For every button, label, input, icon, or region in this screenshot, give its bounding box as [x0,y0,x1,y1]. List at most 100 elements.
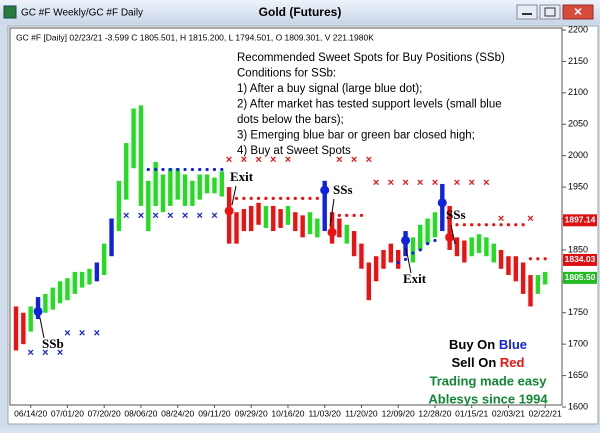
y-tick-label: 2050 [568,119,588,129]
y-tick-label: 1700 [568,339,588,349]
buy-stop-dot [190,167,194,172]
price-bar [94,262,100,282]
price-bar [440,183,445,232]
buy-stop-dot [411,251,415,255]
sell-stop-dot [308,196,312,200]
price-bar [271,205,276,232]
legend: Buy On Blue Sell On Red Trading made eas… [428,337,548,406]
close-button[interactable] [562,4,594,20]
buy-stop-dot [168,167,172,172]
sell-signal [445,232,455,242]
sell-stop-dot [492,223,496,227]
sell-x-marker: × [351,154,357,166]
buy-x-marker: × [197,210,203,222]
y-tick-label: 2200 [568,24,588,34]
buy-x-marker: × [152,210,158,222]
price-bar [190,180,195,206]
price-tag [563,253,597,266]
price-bar [388,243,394,263]
price-bar [322,180,327,232]
chart-title: Gold (Futures) [259,5,342,19]
price-tag [563,271,597,284]
price-bar [182,174,188,206]
price-bar [131,108,136,169]
price-bar [175,168,180,200]
buy-stop-dot [176,167,180,172]
legend-line: Buy On Blue [449,337,527,352]
sell-stop-dot [359,213,364,217]
price-bar [513,256,518,282]
price-bar [204,174,210,194]
sell-stop-dot [514,223,518,227]
price-bar [109,218,114,257]
x-tick-label: 01/15/21 [455,408,488,418]
buy-stop-dot [161,167,165,172]
buy-x-marker: × [138,210,144,222]
buy-stop-dot [220,167,224,172]
note-line: Recommended Sweet Spots for Buy Position… [237,52,505,64]
x-tick-label: 10/16/20 [271,408,304,418]
buy-x-marker: × [94,327,100,339]
legend-text: Sell On [452,355,500,370]
price-bar [263,205,269,228]
icon: ✕ [573,6,582,18]
buy-stop-dot [154,167,158,172]
annotation: SSb [42,336,64,351]
legend-text: Ablesys since 1994 [428,391,548,406]
sell-signal [224,206,234,216]
note-line: 1) After a buy signal (large blue dot); [237,83,422,95]
sell-x-marker: × [255,154,261,166]
y-tick-label: 2150 [568,56,588,66]
price-bar [462,240,467,263]
sell-x-marker: × [366,154,372,166]
sell-stop-dot [521,223,525,227]
sell-stop-dot [536,257,540,261]
maximize-button[interactable] [539,4,561,20]
price-bar [484,237,489,257]
sell-stop-dot [528,257,533,261]
buy-x-marker: × [64,327,70,339]
price-bar [102,243,107,276]
x-tick-label: 08/24/20 [161,408,194,418]
plot: 1600165017001750180018501900195020002050… [13,24,597,418]
price-bar [168,168,173,206]
x-tick-label: 12/28/20 [418,408,451,418]
sell-x-marker: × [285,154,291,166]
annotation: Exit [403,271,427,286]
x-tick-label: 11/03/20 [308,408,341,418]
buy-stop-dot [146,167,150,172]
buy-signal [320,185,330,195]
app-icon [3,5,17,19]
sell-stop-dot [455,223,459,227]
sell-stop-dot [256,196,261,200]
buy-x-marker: × [211,210,217,222]
price-bar [498,249,504,269]
sell-x-marker: × [468,177,474,189]
sell-x-marker: × [454,177,460,189]
sell-x-marker: × [483,177,489,189]
sell-stop-dot [301,196,305,200]
sell-x-marker: × [336,154,342,166]
price-bar [28,306,33,332]
sell-stop-dot [286,196,290,200]
price-bar [160,174,166,213]
price-bar [535,275,541,294]
price-bar [300,215,305,238]
price-bar [87,268,92,285]
annotation: Exit [230,169,254,184]
price-bar [351,231,357,257]
window-buttons[interactable]: ✕ [516,4,594,20]
legend-text: Buy On [449,337,499,352]
price-bar [79,271,85,288]
price-bar [234,212,239,244]
quote-header: GC #F [Daily] 02/23/21 -3.599 C 1805.501… [16,32,374,42]
sell-stop-dot [271,196,275,200]
sell-stop-dot [293,196,297,200]
y-tick-label: 1600 [568,401,588,411]
minimize-button[interactable] [516,4,538,20]
price-tag-label: 1834.03 [565,254,596,264]
sell-stop-dot [234,196,239,200]
price-bar [116,180,122,232]
notes: Recommended Sweet Spots for Buy Position… [237,52,505,157]
